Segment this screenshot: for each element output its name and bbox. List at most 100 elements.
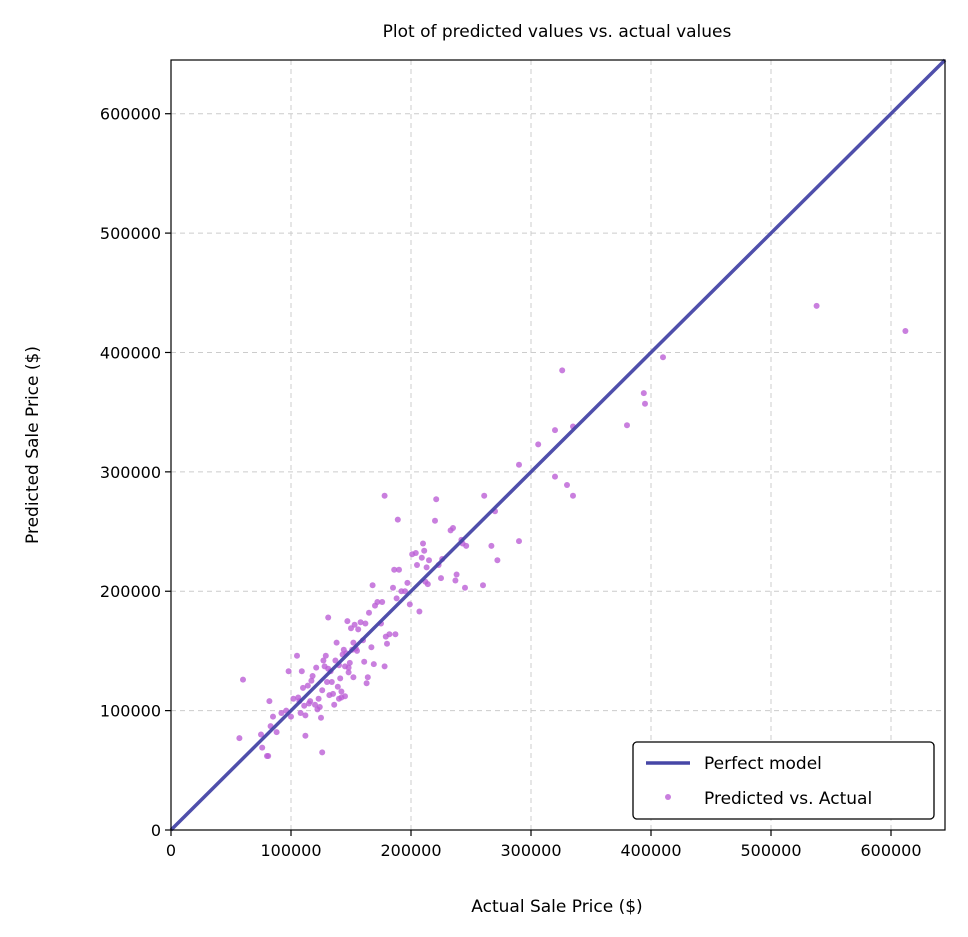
scatter-point [433,496,440,503]
scatter-point [384,640,390,647]
scatter-point [381,663,388,670]
scatter-point [516,461,522,468]
scatter-point [258,731,264,738]
scatter-point [355,626,362,633]
scatter-point [452,577,459,584]
y-tick-label: 600000 [100,105,161,124]
scatter-point [393,595,400,602]
scatter-point [447,527,454,534]
scatter-point [278,710,285,716]
scatter-point [331,701,338,708]
scatter-point [494,557,501,564]
legend-box [632,741,935,820]
scatter-point [382,633,389,640]
scatter-point [236,735,243,742]
scatter-point [325,614,332,621]
scatter-point [488,542,495,549]
x-tick-label: 500000 [740,841,801,860]
scatter-point [270,713,276,720]
scatter-point [552,473,558,480]
scatter-point [379,599,386,605]
scatter-point [813,302,820,309]
scatter-point [294,652,300,659]
scatter-point [570,492,576,499]
y-tick-label: 300000 [100,463,161,482]
y-tick-label: 400000 [100,343,161,362]
scatter-point [288,713,294,720]
scatter-point [366,609,372,616]
scatter-point [326,692,333,699]
legend: Perfect model Predicted vs. Actual [632,741,935,820]
scatter-point [319,749,326,756]
scatter-point [640,390,647,397]
scatter-point [361,658,368,665]
scatter-point [369,582,376,589]
scatter-point [453,571,460,578]
scatter-point [314,706,321,713]
scatter-point [315,695,322,702]
scatter-point [368,644,375,651]
scatter-point [421,547,428,554]
scatter-point [306,700,312,707]
scatter-point [552,427,558,434]
scatter-point [350,639,357,646]
x-tick-label: 0 [166,841,176,860]
scatter-point [264,753,270,759]
scatter-point [259,744,266,751]
chart-title: Plot of predicted values vs. actual valu… [383,22,732,42]
scatter-point [394,516,401,523]
scatter-point [398,588,405,595]
scatter-point [333,639,340,646]
x-tick-label: 400000 [620,841,681,860]
scatter-point [304,682,311,689]
scatter-point [559,367,566,374]
scatter-point [298,668,305,675]
y-axis-ticks: 0 100000 200000 300000 400000 500000 600000 [100,105,171,840]
scatter-point [301,702,308,709]
y-tick-label: 200000 [100,582,161,601]
scatter-point [564,482,570,488]
scatter-point [321,663,328,670]
scatter-point [370,661,377,668]
legend-label-perfect-model: Perfect model [704,754,822,774]
scatter-point [300,684,306,691]
scatter-point [902,328,909,334]
x-tick-label: 200000 [380,841,441,860]
scatter-point [313,664,320,671]
scatter-point [416,608,423,615]
x-tick-label: 100000 [260,841,321,860]
scatter-point [337,675,344,682]
scatter-point [426,557,432,564]
scatter-point [418,554,425,561]
scatter-point [273,729,280,736]
scatter-point [318,714,324,721]
scatter-point [624,422,630,429]
scatter-point [391,566,398,573]
x-tick-label: 600000 [860,841,921,860]
scatter-point [409,551,416,558]
scatter-point [362,620,369,627]
scatter-point [357,619,364,626]
scatter-point [462,584,468,591]
perfect-model-line-group [169,58,947,832]
y-axis-title: Predicted Sale Price ($) [23,346,43,544]
scatter-point [295,694,302,701]
y-tick-label: 500000 [100,224,161,243]
scatter-point [642,400,648,407]
scatter-points [236,302,909,759]
scatter-point [328,679,335,685]
scatter-point [432,517,438,524]
x-axis-title: Actual Sale Price ($) [471,897,642,917]
plot-frame [170,59,946,831]
x-axis-ticks: 0 100000 200000 300000 400000 500000 600000 [166,830,922,860]
scatter-point [423,564,430,571]
scatter-point [324,679,330,685]
legend-point-swatch [665,794,671,800]
legend-label-predicted: Predicted vs. Actual [704,789,872,809]
scatter-point [338,688,345,695]
scatter-point [332,657,339,664]
scatter-point [334,683,341,690]
scatter-point [363,680,370,687]
scatter-point [438,575,444,582]
